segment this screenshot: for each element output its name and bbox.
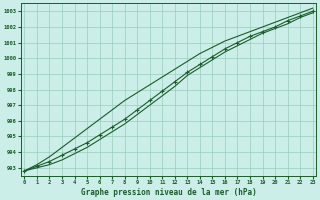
X-axis label: Graphe pression niveau de la mer (hPa): Graphe pression niveau de la mer (hPa) (81, 188, 256, 197)
